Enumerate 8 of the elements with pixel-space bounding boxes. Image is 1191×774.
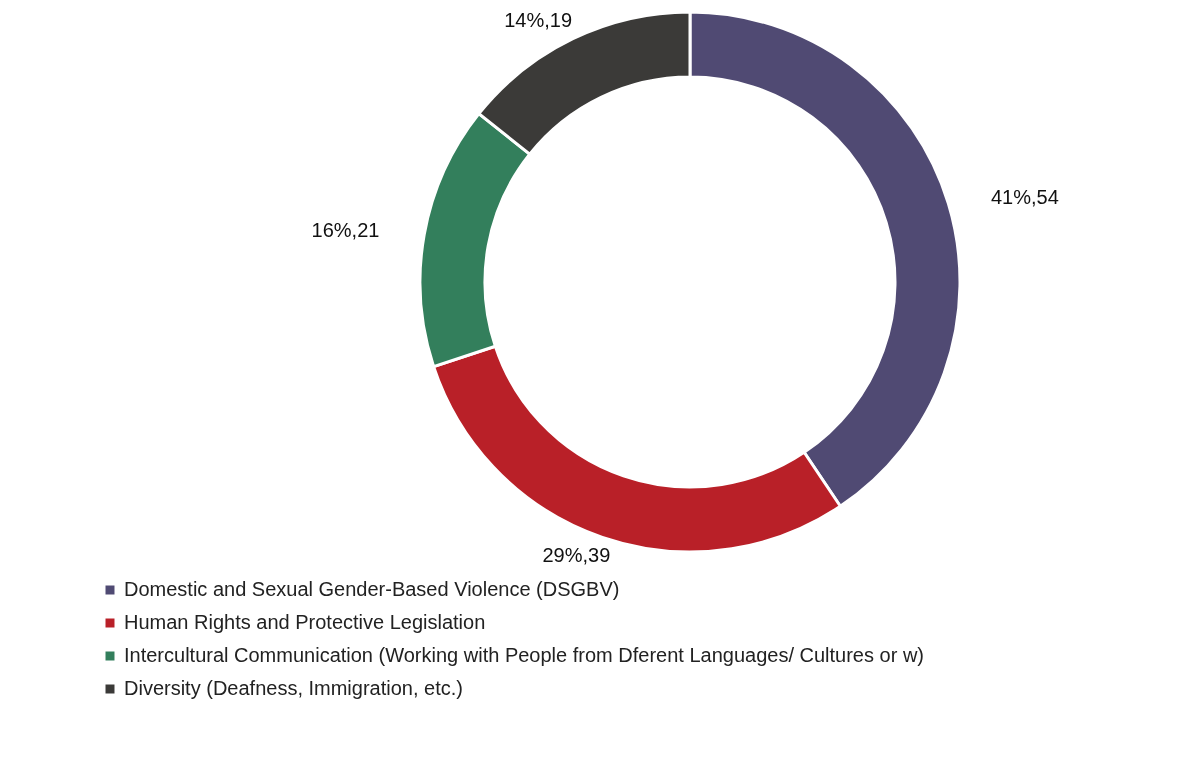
data-label: 16%,21 (311, 218, 380, 241)
legend-label: Human Rights and Protective Legislation (124, 611, 486, 633)
legend-label: Intercultural Communication (Working with People from Dferent Languages/ Cultures or w) (124, 644, 924, 666)
data-label: 14%,19 (504, 8, 573, 31)
legend-label: Domestic and Sexual Gender-Based Violence (DSGBV) (124, 578, 620, 600)
data-label: 41%,54 (990, 185, 1059, 208)
data-label: 29%,39 (542, 544, 611, 567)
legend-label: Diversity (Deafness, Immigration, etc.) (124, 677, 463, 699)
